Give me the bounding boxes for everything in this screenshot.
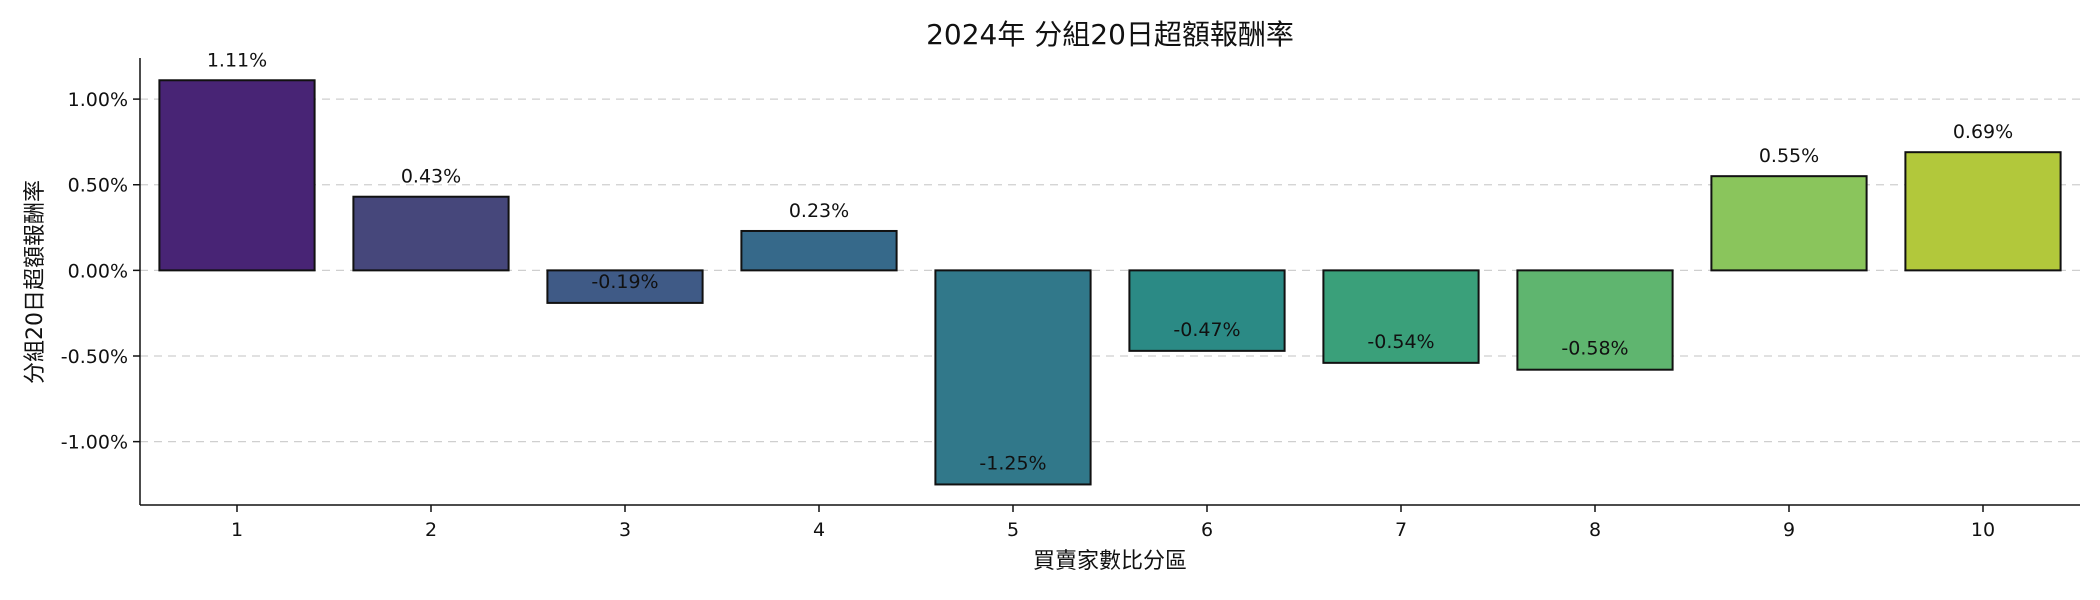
x-tick-label: 2 (425, 519, 437, 541)
data-label-7: -0.54% (1367, 331, 1434, 353)
data-label-5: -1.25% (979, 452, 1046, 474)
bar-2 (352, 195, 510, 272)
data-label-6: -0.47% (1173, 319, 1240, 341)
data-label-1: 1.11% (207, 49, 267, 71)
y-tick-label: -0.50% (61, 346, 128, 368)
x-tick-label: 5 (1007, 519, 1019, 541)
bar-4 (740, 229, 898, 272)
data-label-9: 0.55% (1759, 145, 1819, 167)
bar-8 (1516, 269, 1674, 371)
y-axis-label: 分組20日超額報酬率 (23, 180, 48, 384)
y-ticks: -1.00% -0.50% 0.00% 0.50% 1.00% (61, 89, 140, 454)
x-ticks: 1 2 3 4 5 6 7 8 9 10 (231, 505, 1995, 541)
x-tick-label: 3 (619, 519, 631, 541)
x-tick-label: 4 (813, 519, 825, 541)
data-labels: 1.11% 0.43% -0.19% 0.23% -1.25% -0.47% -0.54% -… (207, 49, 2013, 474)
x-tick-label: 10 (1971, 519, 1995, 541)
bar-3 (546, 269, 704, 304)
y-tick-label: 1.00% (68, 89, 128, 111)
data-label-10: 0.69% (1953, 121, 2013, 143)
data-label-3: -0.19% (591, 271, 658, 293)
bar-1 (158, 79, 316, 272)
y-tick-label: -1.00% (61, 432, 128, 454)
x-tick-label: 7 (1395, 519, 1407, 541)
bars (158, 79, 2062, 486)
x-tick-label: 6 (1201, 519, 1213, 541)
x-tick-label: 8 (1589, 519, 1601, 541)
data-label-2: 0.43% (401, 166, 461, 188)
x-tick-label: 1 (231, 519, 243, 541)
bar-6 (1128, 269, 1286, 352)
y-tick-label: 0.50% (68, 175, 128, 197)
bar-5 (934, 269, 1092, 486)
y-tick-label: 0.00% (68, 260, 128, 282)
chart-title: 2024年 分組20日超額報酬率 (926, 18, 1294, 51)
bar-10 (1904, 151, 2062, 272)
bar-7 (1322, 269, 1480, 364)
axes (139, 58, 2080, 506)
x-axis-label: 買賣家數比分區 (1033, 549, 1187, 574)
x-tick-label: 9 (1783, 519, 1795, 541)
data-label-4: 0.23% (789, 200, 849, 222)
data-label-8: -0.58% (1561, 338, 1628, 360)
bar-9 (1710, 175, 1868, 272)
